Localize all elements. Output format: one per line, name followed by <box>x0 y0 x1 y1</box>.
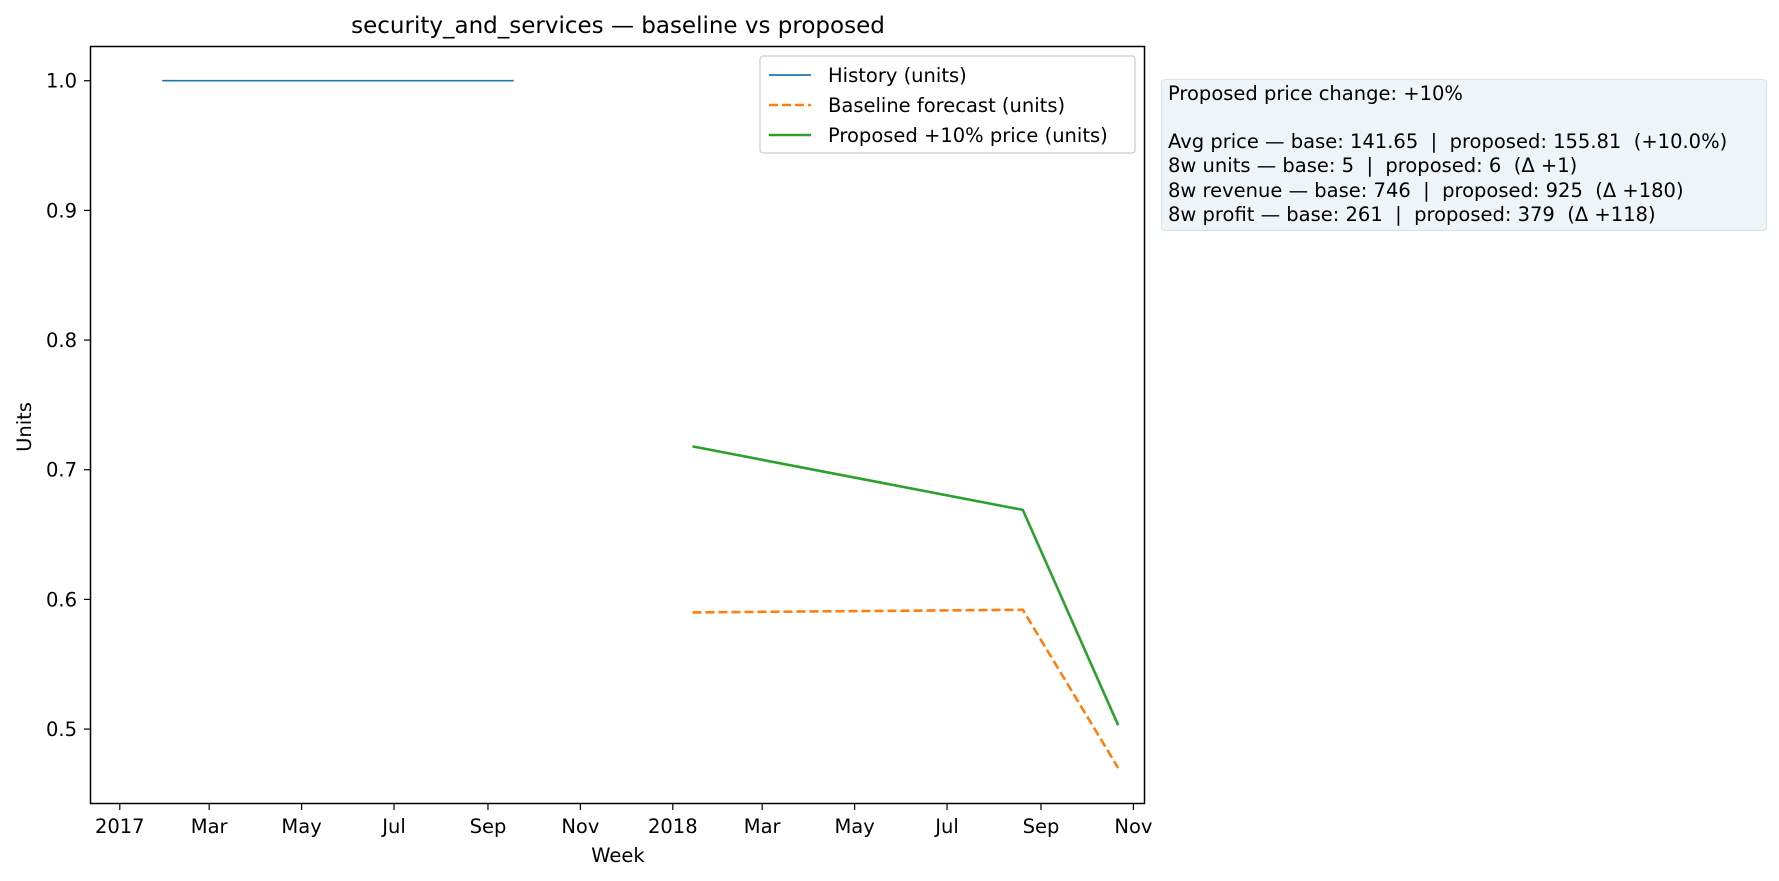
x-tick-label: 2018 <box>648 815 698 838</box>
y-tick-label: 0.6 <box>46 588 77 611</box>
y-tick-label: 0.9 <box>46 199 77 222</box>
x-tick-label: May <box>834 815 874 838</box>
x-tick-label: 2017 <box>95 815 145 838</box>
info-spacer <box>1168 107 1760 130</box>
series-line-3 <box>692 445 1120 726</box>
revenue-text: 8w revenue — base: 746 | proposed: 925 (… <box>1168 178 1684 202</box>
y-tick-label: 0.8 <box>46 329 77 352</box>
series-line-2 <box>692 608 1120 769</box>
y-axis-label: Units <box>13 402 36 452</box>
x-tick-label: May <box>281 815 321 838</box>
x-tick-label: Nov <box>561 815 599 838</box>
legend-label: History (units) <box>828 64 967 87</box>
price-change-text: Proposed price change: +10% <box>1168 82 1463 105</box>
y-tick-label: 0.7 <box>46 459 77 482</box>
y-tick-label: 0.5 <box>46 718 77 741</box>
x-tick-label: Mar <box>191 815 229 838</box>
x-axis: 2017 Mar May Jul Sep Nov 2018 Mar May Jul Sep Nov <box>95 803 1152 838</box>
chart-title: security_and_services — baseline vs prop… <box>351 13 885 39</box>
x-tick-label: Mar <box>744 815 782 838</box>
legend-label: Proposed +10% price (units) <box>828 124 1108 147</box>
x-tick-label: Jul <box>933 815 959 838</box>
x-tick-label: Jul <box>380 815 406 838</box>
scenario-summary-box: Proposed price change: +10% Avg price — … <box>1161 79 1767 231</box>
x-tick-label: Nov <box>1114 815 1152 838</box>
units-text: 8w units — base: 5 | proposed: 6 (Δ +1) <box>1168 154 1578 177</box>
x-tick-label: Sep <box>470 815 507 838</box>
x-axis-label: Week <box>591 844 645 867</box>
legend: History (units) Baseline forecast (units)… <box>759 55 1136 154</box>
y-axis: 0.5 0.6 0.7 0.8 0.9 1.0 <box>46 70 91 741</box>
avg-price-text: Avg price — base: 141.65 | proposed: 155… <box>1168 129 1728 153</box>
profit-text: 8w profit — base: 261 | proposed: 379 (Δ… <box>1168 203 1656 226</box>
x-tick-label: Sep <box>1023 815 1060 838</box>
legend-label: Baseline forecast (units) <box>828 94 1065 117</box>
legend-frame <box>759 55 1136 154</box>
y-tick-label: 1.0 <box>46 70 77 93</box>
plot-area-frame <box>89 45 1146 805</box>
